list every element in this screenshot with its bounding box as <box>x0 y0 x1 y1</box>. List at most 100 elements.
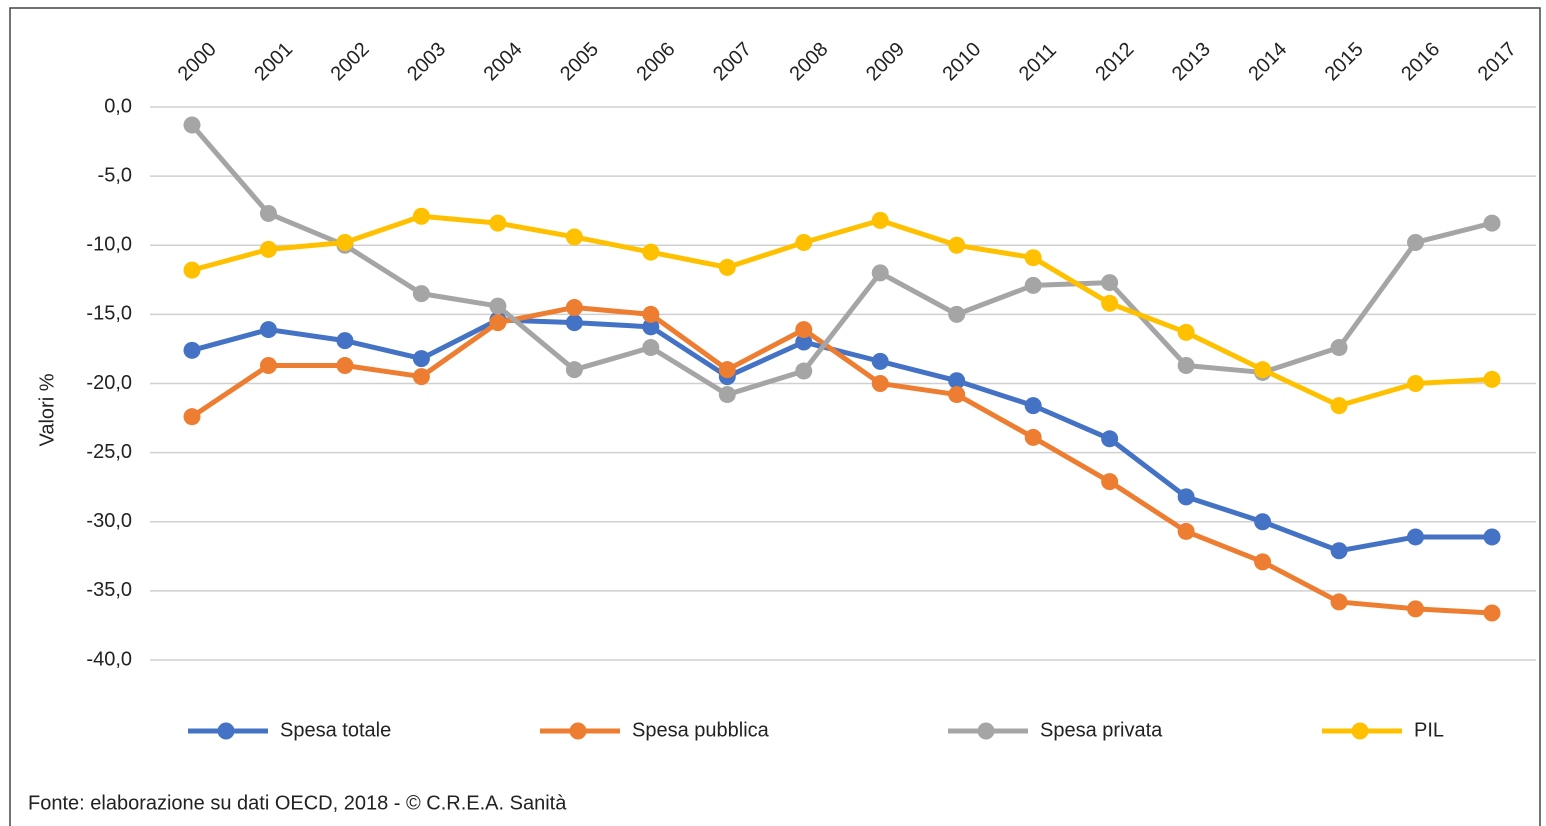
series-line <box>190 304 1493 616</box>
data-point <box>183 116 201 134</box>
y-axis-label: Valori % <box>36 373 58 446</box>
x-tick-label: 2010 <box>938 38 985 85</box>
legend-label: Spesa privata <box>1040 719 1163 741</box>
data-point <box>718 361 736 379</box>
legend-marker <box>1351 722 1369 740</box>
data-point <box>1254 513 1272 531</box>
x-tick-label: 2016 <box>1397 38 1444 85</box>
data-point <box>412 350 430 368</box>
data-point <box>1101 430 1119 448</box>
legend-label: Spesa totale <box>280 719 391 741</box>
data-point <box>489 314 507 332</box>
data-point <box>718 258 736 276</box>
data-point <box>948 236 966 254</box>
data-point <box>718 386 736 404</box>
data-point <box>1330 339 1348 357</box>
data-point <box>336 357 354 375</box>
data-point <box>1024 276 1042 294</box>
x-tick-label: 2015 <box>1321 38 1368 85</box>
source-note: Fonte: elaborazione su dati OECD, 2018 -… <box>28 792 567 814</box>
data-point <box>489 214 507 232</box>
data-point <box>183 408 201 426</box>
data-point <box>1177 488 1195 506</box>
data-point <box>259 204 277 222</box>
data-point <box>1407 600 1425 618</box>
data-point <box>489 297 507 315</box>
legend-marker <box>569 722 587 740</box>
x-tick-label: 2011 <box>1015 39 1061 85</box>
x-tick-label: 2008 <box>785 38 832 85</box>
legend-label: Spesa pubblica <box>632 719 770 741</box>
data-point <box>1330 397 1348 415</box>
x-tick-label: 2012 <box>1091 38 1138 85</box>
data-point <box>1177 323 1195 341</box>
data-point <box>642 318 660 336</box>
x-tick-label: 2006 <box>633 38 680 85</box>
data-point <box>412 207 430 225</box>
data-point <box>871 352 889 370</box>
data-point <box>1177 522 1195 540</box>
data-point <box>795 233 813 251</box>
data-point <box>1483 214 1501 232</box>
data-point <box>565 361 583 379</box>
x-tick-label: 2009 <box>862 38 909 85</box>
data-point <box>948 372 966 390</box>
data-point <box>871 375 889 392</box>
x-tick-label: 2007 <box>709 38 756 85</box>
data-point <box>259 357 277 375</box>
data-point <box>871 211 889 229</box>
data-point <box>183 341 201 359</box>
legend-marker <box>977 722 995 740</box>
data-point <box>336 233 354 251</box>
data-point <box>948 386 966 404</box>
x-tick-label: 2003 <box>403 38 450 85</box>
y-tick-label: -20,0 <box>86 372 132 394</box>
data-point <box>1483 370 1501 388</box>
series-line <box>190 123 1493 398</box>
data-point <box>1024 249 1042 267</box>
data-point <box>1407 375 1425 392</box>
x-tick-label: 2017 <box>1474 38 1521 85</box>
x-tick-label: 2004 <box>480 38 527 85</box>
y-tick-label: -35,0 <box>86 579 132 601</box>
series-line <box>191 213 1493 409</box>
data-point <box>795 362 813 380</box>
y-tick-label: -25,0 <box>86 441 132 463</box>
data-point <box>871 264 889 282</box>
x-tick-label: 2000 <box>174 38 221 85</box>
y-tick-label: -40,0 <box>86 648 132 670</box>
x-tick-label: 2013 <box>1168 38 1215 85</box>
data-point <box>183 261 201 279</box>
legend-marker <box>217 722 235 740</box>
x-tick-label: 2002 <box>327 38 374 85</box>
data-point <box>1024 397 1042 415</box>
data-point <box>565 314 583 332</box>
data-point <box>412 368 430 386</box>
data-point <box>1177 357 1195 375</box>
data-point <box>1254 553 1272 571</box>
y-tick-label: -5,0 <box>98 164 132 186</box>
data-point <box>565 298 583 316</box>
data-point <box>1330 542 1348 560</box>
data-point <box>642 243 660 261</box>
x-tick-label: 2005 <box>556 38 603 85</box>
data-point <box>259 240 277 258</box>
data-point <box>336 332 354 350</box>
data-point <box>1101 294 1119 312</box>
data-point <box>1407 528 1425 546</box>
data-point <box>948 305 966 323</box>
y-tick-label: 0,0 <box>104 95 132 117</box>
series-line <box>191 317 1492 554</box>
x-tick-label: 2014 <box>1244 38 1291 85</box>
data-point <box>1483 604 1501 622</box>
data-point <box>1330 593 1348 611</box>
data-point <box>642 305 660 323</box>
y-tick-label: -10,0 <box>86 234 132 256</box>
legend-label: PIL <box>1414 719 1444 741</box>
data-point <box>642 339 660 357</box>
data-point <box>1254 361 1272 379</box>
data-point <box>1483 528 1501 546</box>
data-point <box>1101 274 1119 292</box>
y-tick-label: -30,0 <box>86 510 132 532</box>
